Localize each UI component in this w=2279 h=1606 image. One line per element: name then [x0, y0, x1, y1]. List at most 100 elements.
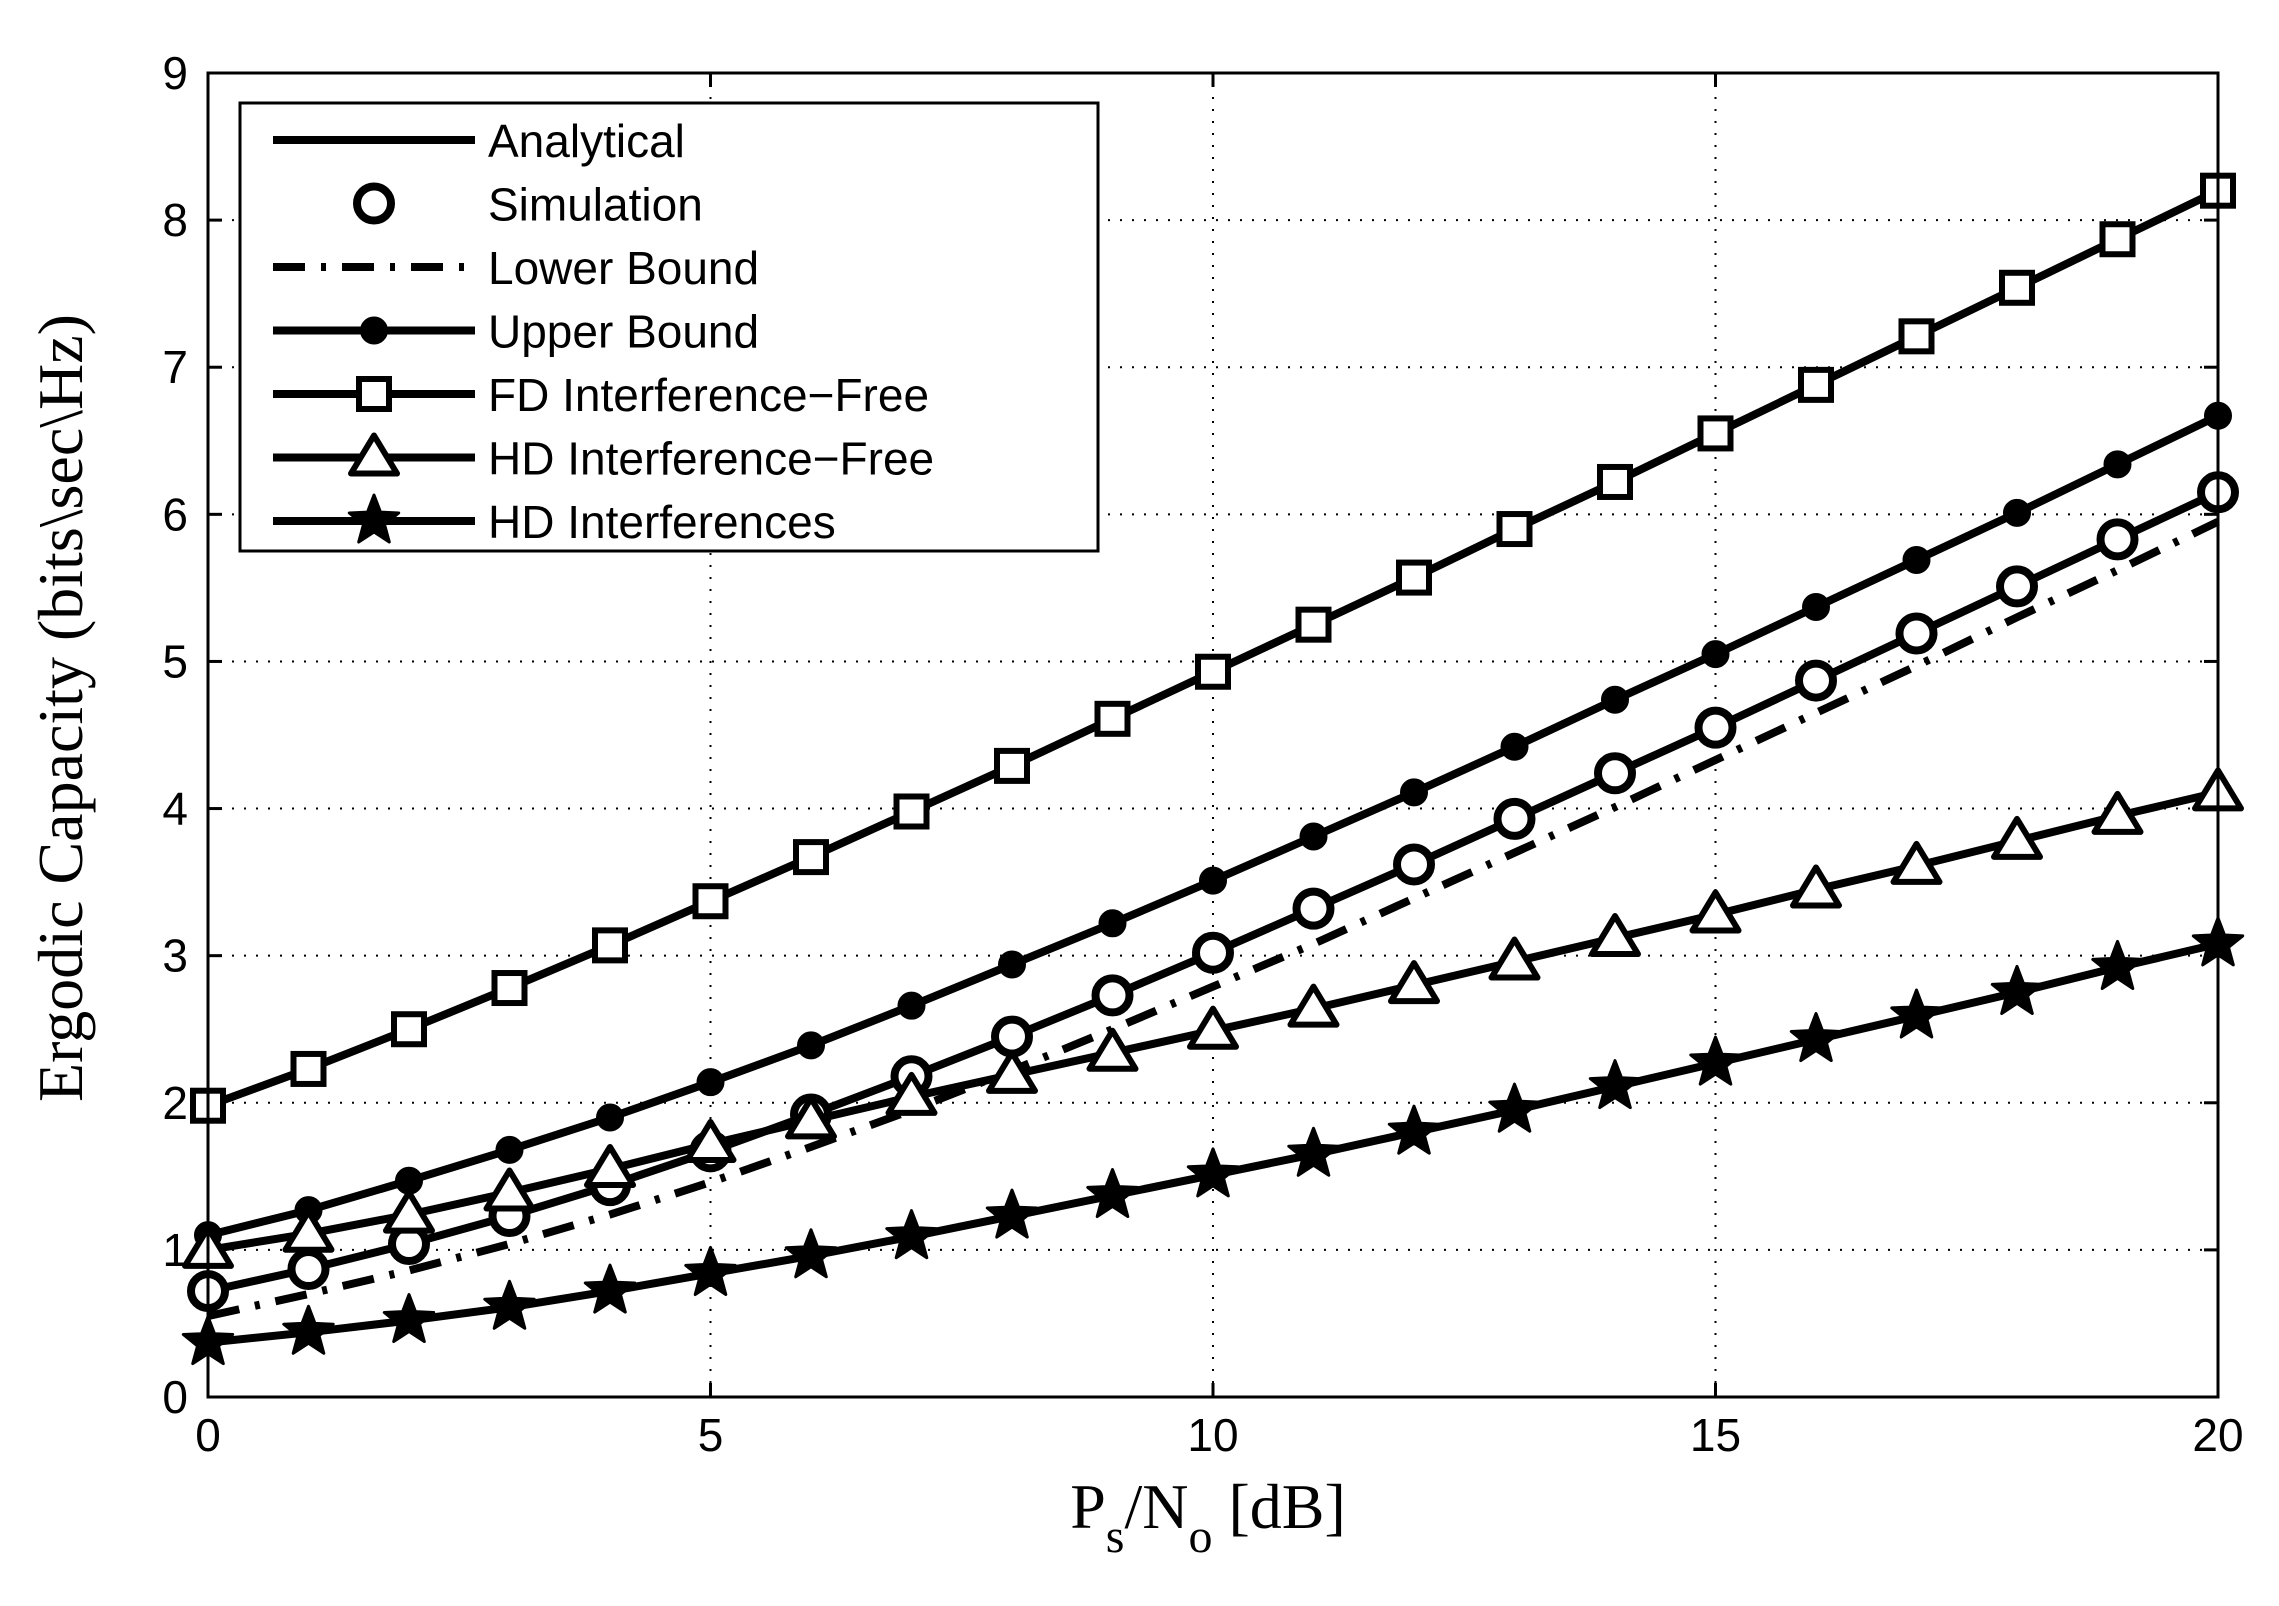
data-point — [1795, 659, 1837, 702]
x-axis-label: Ps/No [dB] — [1070, 1471, 1346, 1563]
data-point — [1601, 685, 1629, 714]
data-point — [1295, 606, 1332, 643]
data-point — [1195, 653, 1231, 690]
data-point — [1701, 640, 1730, 669]
data-point — [994, 747, 1030, 784]
legend-label: Simulation — [488, 179, 703, 231]
y-tick-label: 7 — [162, 341, 188, 393]
data-point — [1890, 840, 1943, 885]
legend-swatch-marker — [353, 182, 395, 225]
series-fd-interference-free — [190, 172, 2236, 1124]
x-tick-label: 15 — [1690, 1409, 1741, 1461]
data-point — [797, 1031, 825, 1060]
x-tick-label: 0 — [195, 1409, 221, 1461]
data-point — [897, 991, 926, 1020]
x-tick-label: 5 — [698, 1409, 724, 1461]
data-point — [1689, 1035, 1742, 1086]
data-point — [290, 1050, 327, 1087]
data-point — [784, 1228, 838, 1279]
data-point — [1694, 706, 1737, 749]
legend-item-upper-bound: Upper Bound — [273, 306, 759, 358]
data-point — [1991, 815, 2043, 860]
legend-label: Analytical — [488, 115, 685, 167]
legend-swatch-marker — [360, 316, 388, 345]
y-tick-label: 4 — [162, 783, 188, 835]
x-label-n: /N — [1124, 1471, 1188, 1542]
data-point — [1798, 366, 1834, 403]
x-tick-label: 10 — [1187, 1409, 1238, 1461]
data-point — [583, 1263, 637, 1314]
data-point — [483, 1279, 536, 1330]
data-point — [696, 1068, 725, 1097]
data-point — [2099, 221, 2136, 258]
x-label-p: P — [1070, 1471, 1106, 1542]
data-point — [1500, 732, 1529, 761]
data-point — [1588, 1059, 1642, 1110]
data-point — [1589, 913, 1641, 958]
data-point — [1902, 545, 1931, 574]
data-point — [1192, 931, 1234, 974]
x-label-sub-o: o — [1188, 1510, 1212, 1563]
x-label-sub-s: s — [1106, 1510, 1125, 1563]
data-point — [885, 1071, 938, 1116]
data-point — [391, 1011, 427, 1048]
legend-label: Upper Bound — [488, 306, 759, 358]
axes-frame — [206, 71, 2220, 1399]
legend: Analytical Simulation Lower Bound Upper Bou… — [238, 101, 1100, 553]
data-point — [1287, 983, 1340, 1028]
legend-swatch-marker — [347, 493, 401, 544]
data-point — [1186, 1147, 1240, 1198]
data-point — [2003, 498, 2031, 527]
data-point — [1890, 988, 1943, 1039]
data-point — [1597, 463, 1633, 500]
data-point — [1292, 887, 1335, 930]
legend-item-hd-interference-free: HD Interference−Free — [273, 432, 934, 485]
legend-item-simulation: Simulation — [353, 179, 703, 231]
legend-swatch-marker — [356, 376, 392, 412]
series-line — [207, 518, 2220, 1321]
data-point — [985, 1188, 1039, 1239]
legend-label: Lower Bound — [488, 242, 759, 294]
data-point — [1789, 1012, 1843, 1063]
data-point — [785, 1095, 837, 1140]
data-point — [1488, 936, 1541, 981]
y-tick-label: 9 — [162, 47, 188, 99]
data-point — [1086, 1168, 1139, 1218]
legend-label: FD Interference−Free — [488, 369, 929, 421]
y-tick-label: 5 — [162, 635, 188, 687]
data-point — [1790, 864, 1842, 909]
data-point — [793, 839, 829, 876]
data-point — [1299, 822, 1328, 851]
series-hd-interferences — [181, 916, 2245, 1366]
data-point — [382, 1293, 436, 1343]
data-point — [1396, 559, 1432, 596]
data-point — [2091, 790, 2144, 835]
data-point — [495, 1135, 524, 1164]
data-point — [684, 1245, 737, 1296]
data-point — [991, 1015, 1033, 1058]
legend-item-lower-bound: Lower Bound — [273, 242, 759, 294]
data-point — [1594, 752, 1636, 795]
data-point — [383, 1189, 435, 1234]
y-tick-label: 8 — [162, 194, 188, 246]
y-axis-label: Ergodic Capacity (bits\sec\Hz) — [25, 314, 96, 1102]
data-point — [1098, 909, 1127, 938]
legend-item-fd-interference-free: FD Interference−Free — [273, 369, 929, 421]
legend-swatch-marker — [348, 432, 400, 477]
data-point — [1086, 1027, 1139, 1072]
y-tick-label: 0 — [162, 1371, 188, 1423]
data-point — [1895, 612, 1938, 655]
y-tick-label: 6 — [162, 488, 188, 540]
data-point — [893, 793, 930, 830]
data-point — [1388, 960, 1440, 1005]
data-point — [1996, 565, 2038, 608]
legend-item-analytical: Analytical — [273, 115, 685, 167]
data-point — [684, 1118, 737, 1163]
data-point — [287, 1248, 330, 1291]
legend-item-hd-interferences: HD Interferences — [273, 493, 836, 548]
data-point — [998, 950, 1026, 979]
data-point — [1697, 415, 1734, 452]
series-lower-bound — [207, 518, 2220, 1321]
